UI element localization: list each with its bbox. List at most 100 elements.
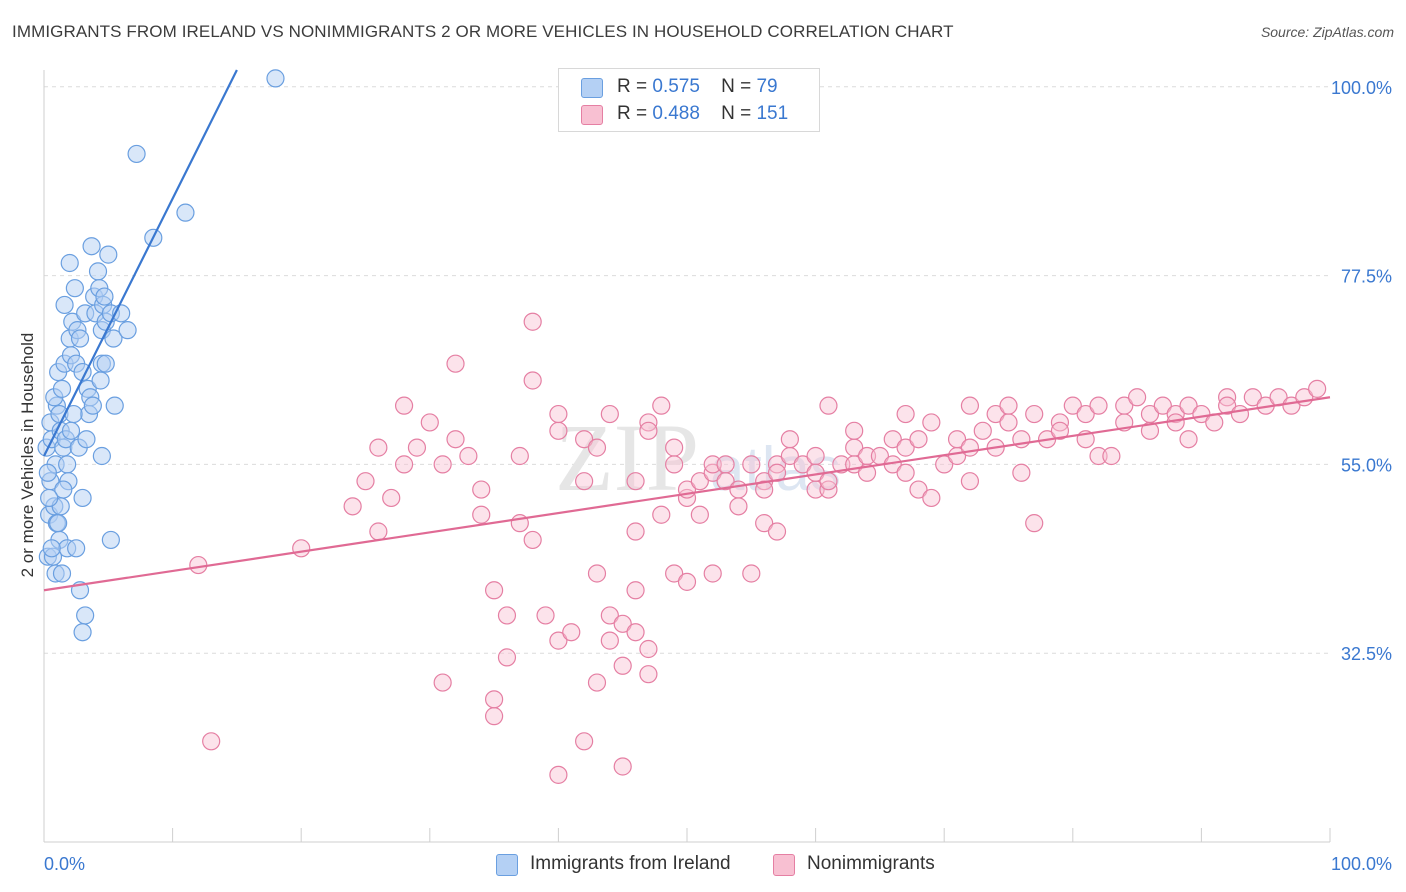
data-point-nonimmigrants xyxy=(613,757,632,776)
data-point-nonimmigrants xyxy=(742,564,761,583)
chart-title: IMMIGRANTS FROM IRELAND VS NONIMMIGRANTS… xyxy=(12,22,954,41)
data-point-ireland xyxy=(52,564,72,583)
data-point-nonimmigrants xyxy=(780,446,799,466)
grid xyxy=(44,86,1330,654)
data-point-ireland xyxy=(40,488,59,508)
data-point-nonimmigrants xyxy=(600,404,619,424)
data-point-nonimmigrants xyxy=(909,430,928,449)
data-point-nonimmigrants xyxy=(845,421,864,440)
data-point-ireland xyxy=(67,539,86,558)
data-point-nonimmigrants xyxy=(1153,396,1172,415)
data-point-nonimmigrants xyxy=(960,438,980,457)
trend-lines xyxy=(43,69,1331,592)
data-point-nonimmigrants xyxy=(806,446,825,466)
data-point-ireland xyxy=(176,203,195,222)
data-point-nonimmigrants xyxy=(575,430,594,449)
x-tick-label-max: 100.0% xyxy=(1331,854,1392,874)
data-point-nonimmigrants xyxy=(1025,514,1044,533)
data-point-nonimmigrants xyxy=(523,312,542,331)
data-point-nonimmigrants xyxy=(1102,446,1121,466)
n-value: 151 xyxy=(756,103,789,124)
data-point-nonimmigrants xyxy=(690,505,709,524)
bottom-legend-label-ireland: Immigrants from Ireland xyxy=(530,853,731,874)
data-point-nonimmigrants xyxy=(716,472,735,491)
data-point-nonimmigrants xyxy=(587,673,607,692)
data-point-nonimmigrants xyxy=(780,430,799,449)
data-point-nonimmigrants xyxy=(1115,396,1134,415)
data-point-nonimmigrants xyxy=(1076,404,1095,424)
data-point-ireland xyxy=(96,354,115,373)
data-point-nonimmigrants xyxy=(947,430,967,449)
r-label: R = xyxy=(617,103,648,124)
data-point-ireland xyxy=(52,379,72,398)
data-point-nonimmigrants xyxy=(819,396,838,415)
n-label: N = xyxy=(721,76,752,97)
data-point-nonimmigrants xyxy=(497,606,517,625)
data-point-ireland xyxy=(266,69,285,88)
data-point-nonimmigrants xyxy=(382,488,401,508)
legend-swatch-ireland xyxy=(581,78,603,98)
data-point-nonimmigrants xyxy=(729,480,748,499)
data-point-ireland xyxy=(92,446,111,466)
data-point-nonimmigrants xyxy=(755,480,774,499)
y-axis-title: 2 or more Vehicles in Household xyxy=(18,333,37,578)
data-point-ireland xyxy=(60,253,79,273)
data-point-ireland xyxy=(65,279,84,298)
legend-stats-ireland: R = 0.575 N = 79 xyxy=(617,76,778,98)
data-point-nonimmigrants xyxy=(600,631,619,650)
data-point-nonimmigrants xyxy=(343,497,362,516)
data-point-nonimmigrants xyxy=(613,614,632,633)
data-point-nonimmigrants xyxy=(292,539,311,558)
data-point-nonimmigrants xyxy=(960,472,980,491)
data-point-nonimmigrants xyxy=(549,765,568,784)
data-point-nonimmigrants xyxy=(472,505,491,524)
data-point-nonimmigrants xyxy=(626,623,645,642)
data-point-nonimmigrants xyxy=(1179,396,1198,415)
data-point-nonimmigrants xyxy=(587,564,607,583)
data-point-nonimmigrants xyxy=(369,438,388,457)
data-point-nonimmigrants xyxy=(575,472,594,491)
data-point-nonimmigrants xyxy=(1012,463,1031,482)
trend-line-ireland xyxy=(43,69,238,457)
n-label: N = xyxy=(721,103,752,124)
data-point-nonimmigrants xyxy=(485,707,504,726)
data-point-nonimmigrants xyxy=(986,404,1005,424)
data-point-ireland xyxy=(58,455,77,474)
data-point-nonimmigrants xyxy=(523,371,542,390)
data-point-nonimmigrants xyxy=(652,505,671,524)
data-point-nonimmigrants xyxy=(356,472,375,491)
data-point-nonimmigrants xyxy=(677,572,697,591)
data-point-ireland xyxy=(88,262,108,281)
bottom-legend-label-nonimmigrants: Nonimmigrants xyxy=(807,853,935,874)
data-point-nonimmigrants xyxy=(973,421,992,440)
legend-swatch-nonimmigrants xyxy=(581,105,603,125)
data-point-nonimmigrants xyxy=(857,463,877,482)
data-point-nonimmigrants xyxy=(639,665,658,684)
r-label: R = xyxy=(617,76,648,97)
data-point-nonimmigrants xyxy=(510,446,529,466)
watermark-zip: ZIP xyxy=(555,404,699,511)
data-point-ireland xyxy=(38,463,57,482)
data-point-nonimmigrants xyxy=(1179,430,1198,449)
data-point-ireland xyxy=(73,623,92,642)
data-point-ireland xyxy=(61,421,81,440)
data-point-nonimmigrants xyxy=(600,606,619,625)
y-tick-label: 55.0% xyxy=(1341,455,1392,475)
data-point-nonimmigrants xyxy=(549,421,568,440)
data-point-ireland xyxy=(70,329,90,348)
x-tick-label-min: 0.0% xyxy=(44,854,85,874)
data-point-ireland xyxy=(104,329,123,348)
data-point-ireland xyxy=(77,430,96,449)
data-point-nonimmigrants xyxy=(896,438,915,457)
data-point-ireland xyxy=(82,237,101,256)
data-point-nonimmigrants xyxy=(536,606,555,625)
data-point-ireland xyxy=(55,295,74,315)
data-point-nonimmigrants xyxy=(1218,396,1237,415)
data-point-nonimmigrants xyxy=(716,455,735,474)
series-ireland-points xyxy=(37,69,285,642)
data-point-nonimmigrants xyxy=(189,555,208,575)
data-point-nonimmigrants xyxy=(485,690,504,709)
data-point-nonimmigrants xyxy=(1308,379,1327,398)
data-point-nonimmigrants xyxy=(755,514,774,533)
